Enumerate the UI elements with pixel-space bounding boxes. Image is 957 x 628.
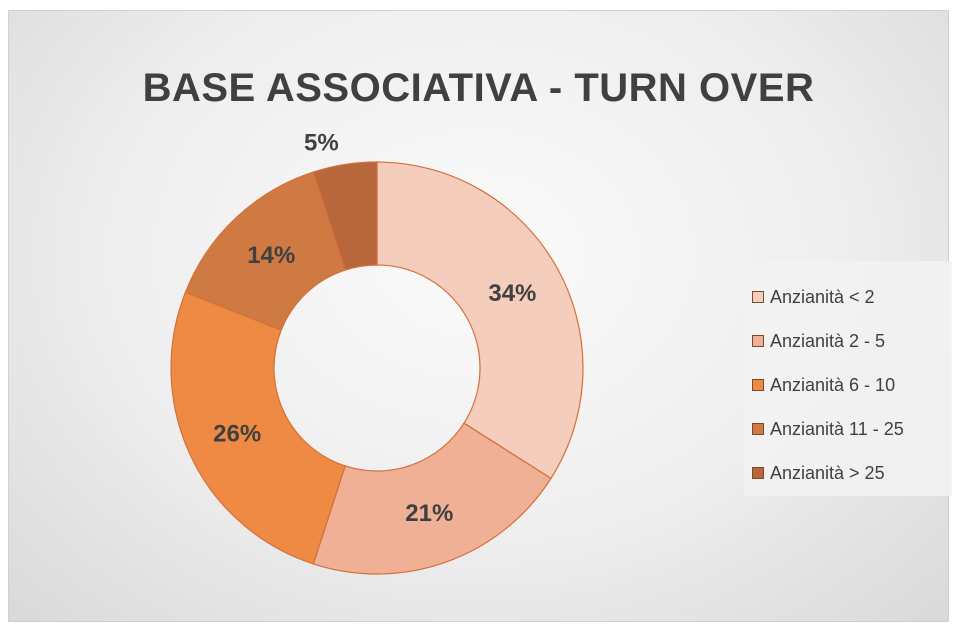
data-label-2: 21% <box>405 500 453 527</box>
data-label-1: 34% <box>488 280 536 307</box>
legend-item-5: Anzianità > 25 <box>752 451 952 495</box>
donut-slice-5 <box>312 161 378 271</box>
chart-area: BASE ASSOCIATIVA - TURN OVER 34% 21% 26% 14… <box>8 10 952 622</box>
legend-label: Anzianità > 25 <box>770 462 885 483</box>
legend-item-4: Anzianità 11 - 25 <box>752 407 952 451</box>
legend-label: Anzianità 6 - 10 <box>770 374 896 395</box>
donut-slice-1 <box>376 161 584 480</box>
legend-swatch <box>752 291 764 303</box>
legend-swatch <box>752 335 764 347</box>
legend-item-1: Anzianità < 2 <box>752 275 952 319</box>
legend-label: Anzianità 2 - 5 <box>770 330 886 351</box>
donut-slice-4 <box>184 171 346 331</box>
data-label-5: 5% <box>304 129 339 156</box>
data-label-4: 14% <box>247 242 295 269</box>
legend-item-3: Anzianità 6 - 10 <box>752 363 952 407</box>
donut-slice-3 <box>170 291 346 565</box>
legend-swatch <box>752 467 764 479</box>
chart-title: BASE ASSOCIATIVA - TURN OVER <box>142 66 815 110</box>
legend-swatch <box>752 423 764 435</box>
legend: Anzianità < 2 Anzianità 2 - 5 Anzianità 6 … <box>744 261 952 496</box>
legend-label: Anzianità 11 - 25 <box>770 418 904 439</box>
donut-chart: 34% 21% 26% 14% 5% <box>170 129 584 575</box>
donut-slice-2 <box>312 422 552 575</box>
legend-item-2: Anzianità 2 - 5 <box>752 319 952 363</box>
legend-label: Anzianità < 2 <box>770 286 875 307</box>
legend-swatch <box>752 379 764 391</box>
data-label-3: 26% <box>213 420 261 447</box>
